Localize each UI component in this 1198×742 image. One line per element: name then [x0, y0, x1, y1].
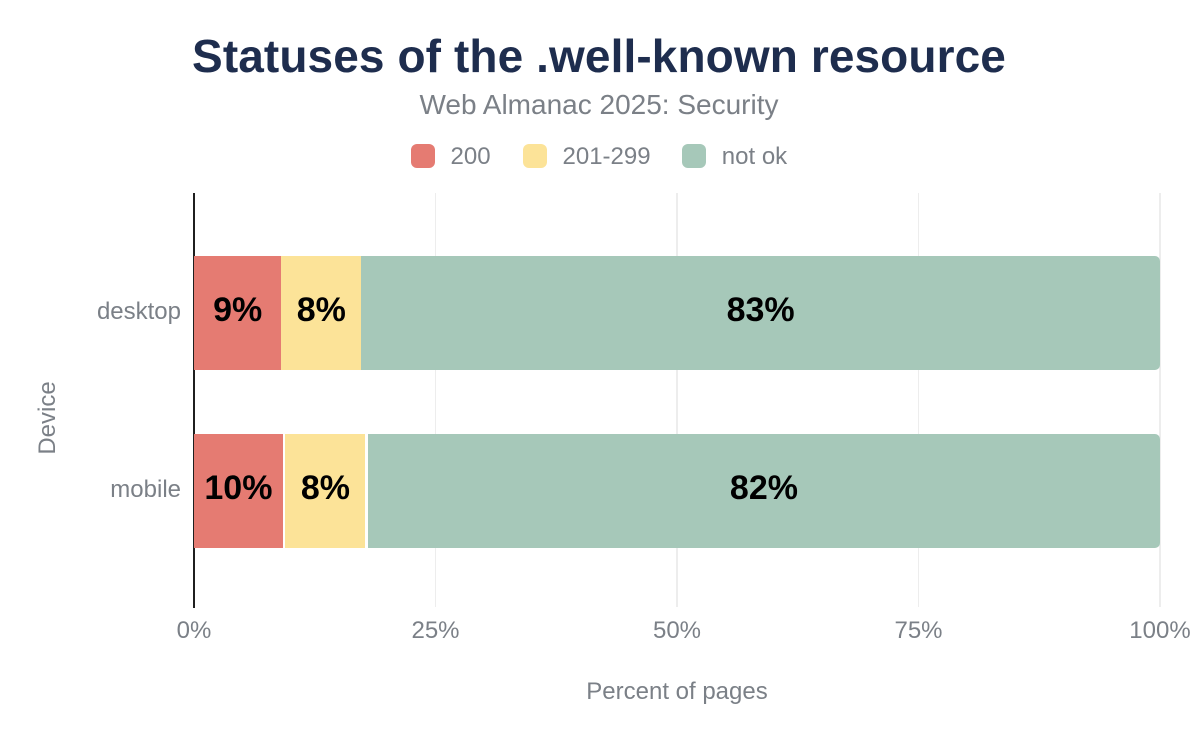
legend-swatch: [410, 143, 435, 168]
x-tick-label-0: 0%: [176, 617, 212, 644]
y-axis-title: Device: [34, 381, 61, 455]
bar-segment-mobile-not-ok[interactable]: [367, 434, 1160, 548]
bar-segment-desktop-not-ok[interactable]: [361, 256, 1160, 370]
bar-data-label: 8%: [300, 469, 351, 507]
bar-data-label: 9%: [213, 291, 263, 329]
legend-label: 201-299: [562, 142, 651, 170]
x-tick-label-75: 75%: [894, 617, 943, 644]
legend-swatch: [522, 143, 547, 168]
chart-subtitle: Web Almanac 2025: Security: [419, 89, 779, 120]
chart-title: Statuses of the .well-known resource: [192, 30, 1006, 82]
x-tick-label-100: 100%: [1129, 617, 1191, 644]
bar-data-label: 82%: [729, 469, 798, 507]
bar-desktop: 9% 8% 83%: [0, 256, 1198, 370]
gridline-25: [434, 193, 437, 607]
x-tick-label-25: 25%: [411, 617, 460, 644]
bar-segment-mobile-201-299[interactable]: [285, 434, 366, 548]
bar-segment-desktop-201-299[interactable]: [281, 256, 362, 370]
legend-label: 200: [450, 142, 491, 170]
gridline-100: [1159, 193, 1161, 607]
bar-segment-desktop-200[interactable]: [194, 256, 282, 370]
legend-label: not ok: [721, 142, 788, 170]
gridline-75: [917, 193, 920, 607]
y-axis-line: [192, 193, 195, 608]
x-axis-title: Percent of pages: [586, 678, 768, 705]
bar-data-label: 83%: [726, 291, 795, 329]
gridline-50: [676, 193, 678, 607]
category-label-desktop: desktop: [96, 297, 181, 325]
bar-data-label: 8%: [296, 291, 346, 329]
legend-swatch: [681, 143, 706, 168]
bar-data-label: 10%: [204, 469, 273, 507]
bar-mobile: 10% 8% 82%: [0, 434, 1198, 548]
bar-segment-mobile-200[interactable]: [194, 434, 283, 548]
category-label-mobile: mobile: [110, 476, 181, 503]
x-tick-label-50: 50%: [652, 617, 702, 644]
